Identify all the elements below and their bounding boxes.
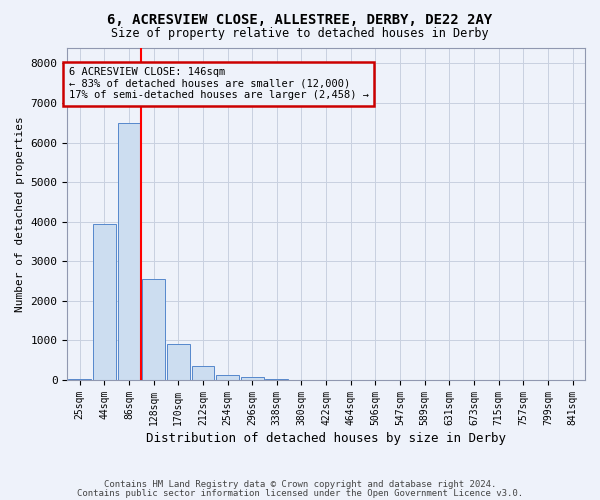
Text: 6 ACRESVIEW CLOSE: 146sqm
← 83% of detached houses are smaller (12,000)
17% of s: 6 ACRESVIEW CLOSE: 146sqm ← 83% of detac… bbox=[68, 68, 368, 100]
Text: Size of property relative to detached houses in Derby: Size of property relative to detached ho… bbox=[111, 28, 489, 40]
Bar bbox=[68, 379, 91, 380]
Bar bbox=[241, 377, 263, 380]
Bar bbox=[118, 122, 140, 380]
Bar bbox=[167, 344, 190, 380]
Text: Contains HM Land Registry data © Crown copyright and database right 2024.: Contains HM Land Registry data © Crown c… bbox=[104, 480, 496, 489]
Text: 6, ACRESVIEW CLOSE, ALLESTREE, DERBY, DE22 2AY: 6, ACRESVIEW CLOSE, ALLESTREE, DERBY, DE… bbox=[107, 12, 493, 26]
Bar bbox=[93, 224, 116, 380]
Bar bbox=[265, 379, 288, 380]
Bar bbox=[191, 366, 214, 380]
X-axis label: Distribution of detached houses by size in Derby: Distribution of detached houses by size … bbox=[146, 432, 506, 445]
Bar bbox=[142, 279, 165, 380]
Text: Contains public sector information licensed under the Open Government Licence v3: Contains public sector information licen… bbox=[77, 488, 523, 498]
Bar bbox=[216, 375, 239, 380]
Y-axis label: Number of detached properties: Number of detached properties bbox=[15, 116, 25, 312]
